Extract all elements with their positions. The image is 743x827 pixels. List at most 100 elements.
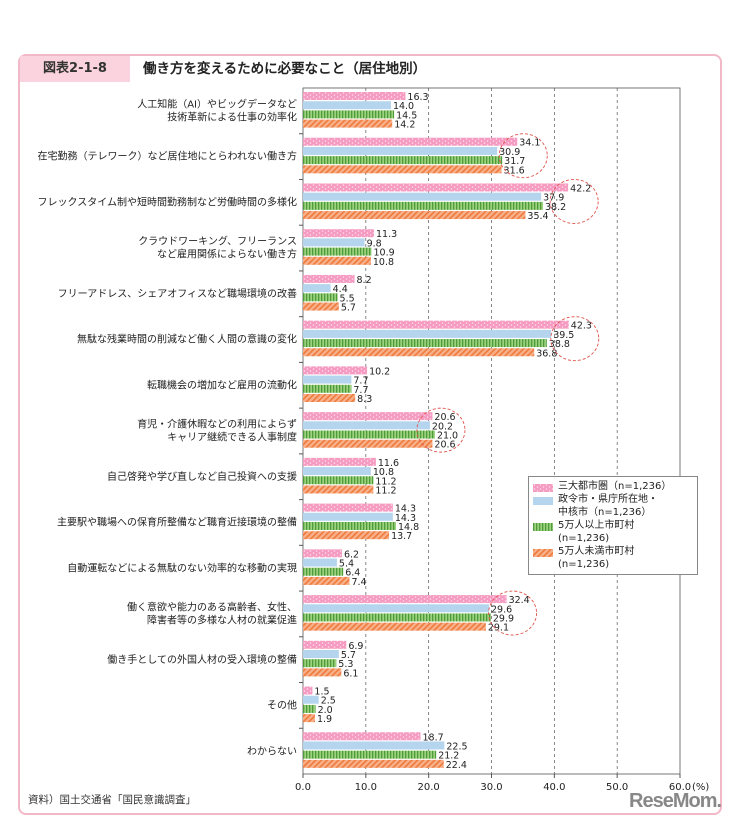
bar-3 bbox=[303, 704, 316, 713]
category-label: 障害者等の多様な人材の就業促進 bbox=[147, 614, 297, 627]
data-label: 11.3 bbox=[376, 229, 397, 240]
data-label: 10.2 bbox=[369, 366, 390, 377]
bar-3 bbox=[303, 247, 372, 256]
bar-2 bbox=[303, 192, 542, 201]
category-label: 在宅勤務（テレワーク）など居住地にとらわれない働き方 bbox=[38, 150, 298, 163]
data-label: 1.5 bbox=[314, 687, 329, 698]
category-label: フリーアドレス、シェアオフィスなど職場環境の改善 bbox=[58, 287, 297, 300]
bar-1 bbox=[303, 92, 406, 100]
bar-2 bbox=[303, 695, 319, 704]
x-tick-label: 0.0 bbox=[295, 782, 311, 793]
bar-2 bbox=[303, 467, 371, 476]
legend-swatch bbox=[533, 522, 553, 531]
bar-2 bbox=[303, 284, 331, 293]
data-label: 10.9 bbox=[373, 248, 394, 259]
category-label: 働く意欲や能力のある高齢者、女性、 bbox=[127, 601, 297, 614]
bar-4 bbox=[303, 256, 371, 265]
bar-4 bbox=[303, 668, 342, 677]
data-label: 16.3 bbox=[407, 92, 428, 103]
data-label: 14.3 bbox=[395, 504, 416, 515]
data-label: 5.3 bbox=[338, 659, 353, 670]
category-label: 自動運転などによる無駄のない効率的な移動の実現 bbox=[67, 561, 297, 574]
legend-label-line: (n=1,236) bbox=[558, 533, 610, 544]
bar-3 bbox=[303, 750, 437, 759]
legend-swatch bbox=[533, 496, 553, 505]
category-label: 転職機会の増加など雇用の流動化 bbox=[147, 378, 297, 391]
data-label: 31.6 bbox=[504, 165, 525, 176]
bar-4 bbox=[303, 211, 526, 220]
data-label: 14.0 bbox=[393, 101, 414, 112]
bar-2 bbox=[303, 101, 391, 110]
highlight-circle bbox=[550, 316, 600, 362]
bar-3 bbox=[303, 567, 344, 576]
figure-id: 図表2-1-8 bbox=[20, 56, 130, 82]
bar-3 bbox=[303, 476, 374, 485]
bar-2 bbox=[303, 741, 445, 750]
data-label: 7.4 bbox=[351, 577, 366, 588]
data-label: 5.5 bbox=[340, 293, 355, 304]
legend-swatch bbox=[533, 548, 553, 557]
legend-label: 三大都市圏（n=1,236） bbox=[558, 480, 671, 493]
x-tick-label: 10.0 bbox=[355, 782, 377, 793]
bar-1 bbox=[303, 503, 393, 512]
data-label: 11.2 bbox=[375, 476, 396, 487]
data-label: 14.5 bbox=[396, 110, 417, 121]
data-label: 5.7 bbox=[341, 650, 356, 661]
data-label: 42.2 bbox=[570, 183, 591, 194]
data-label: 6.4 bbox=[345, 568, 360, 579]
data-label: 1.9 bbox=[317, 714, 332, 725]
data-label: 39.5 bbox=[553, 330, 574, 341]
unit-label: (%) bbox=[692, 782, 709, 793]
data-label: 2.0 bbox=[318, 705, 333, 716]
legend-item: 三大都市圏（n=1,236） bbox=[533, 480, 693, 493]
data-label: 14.8 bbox=[398, 522, 419, 533]
bar-2 bbox=[303, 558, 337, 567]
bar-1 bbox=[303, 457, 376, 466]
data-label: 9.8 bbox=[367, 238, 382, 249]
data-label: 10.8 bbox=[373, 467, 394, 478]
bar-2 bbox=[303, 421, 430, 430]
data-label: 22.5 bbox=[446, 741, 467, 752]
bar-4 bbox=[303, 394, 356, 402]
data-label: 20.6 bbox=[434, 412, 455, 423]
bar-4 bbox=[303, 165, 502, 174]
legend-item: 政令市・県庁所在地・ 中核市（n=1,236） bbox=[533, 493, 693, 519]
category-label: わからない bbox=[247, 745, 297, 757]
category-label: 人工知能（AI）やビッグデータなど bbox=[137, 98, 297, 111]
resemom-logo: ReseMom. bbox=[629, 790, 722, 812]
data-label: 20.6 bbox=[434, 440, 455, 451]
bar-3 bbox=[303, 384, 352, 393]
legend-label-line: 5万人以上市町村 bbox=[558, 520, 635, 531]
data-label: 29.6 bbox=[491, 604, 512, 615]
bar-4 bbox=[303, 576, 350, 585]
data-label: 8.2 bbox=[357, 275, 372, 286]
bar-4 bbox=[303, 531, 390, 540]
bar-2 bbox=[303, 650, 339, 658]
category-label: その他 bbox=[267, 699, 297, 712]
data-label: 5.4 bbox=[339, 559, 354, 570]
bar-2 bbox=[303, 238, 365, 247]
data-label: 42.3 bbox=[571, 321, 592, 332]
category-label: 自己啓発や学び直しなど自己投資への支援 bbox=[107, 470, 297, 483]
legend-label-line: 5万人未満市町村 bbox=[558, 546, 635, 557]
data-label: 34.1 bbox=[519, 138, 540, 149]
bar-4 bbox=[303, 485, 374, 494]
legend-label-line: (n=1,236) bbox=[558, 559, 610, 570]
data-label: 4.4 bbox=[333, 284, 348, 295]
bar-3 bbox=[303, 293, 338, 302]
x-tick-label: 60.0 bbox=[669, 782, 691, 793]
bar-4 bbox=[303, 622, 486, 631]
data-label: 21.2 bbox=[438, 751, 459, 762]
category-label: 働き手としての外国人材の受入環境の整備 bbox=[107, 653, 297, 666]
data-label: 38.8 bbox=[549, 339, 570, 350]
legend-label: 5万人未満市町村 (n=1,236) bbox=[558, 545, 634, 571]
data-label: 6.1 bbox=[343, 668, 358, 679]
bar-1 bbox=[303, 732, 421, 741]
bar-2 bbox=[303, 146, 498, 155]
bar-3 bbox=[303, 110, 395, 119]
data-label: 31.7 bbox=[504, 156, 525, 167]
bar-1 bbox=[303, 595, 507, 604]
bar-1 bbox=[303, 183, 569, 192]
bar-1 bbox=[303, 274, 355, 283]
